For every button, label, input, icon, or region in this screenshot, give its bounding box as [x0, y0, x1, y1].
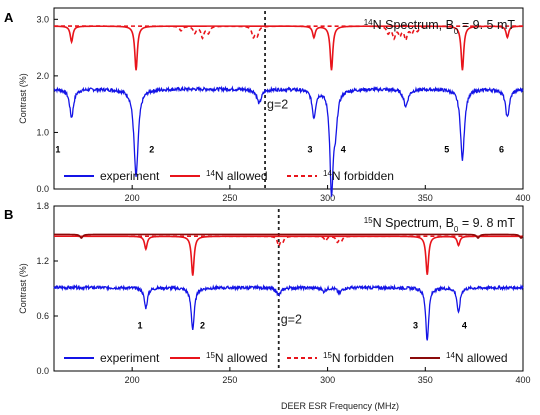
title-text: N Spectrum, B [373, 216, 454, 230]
peak-label: 3 [413, 320, 418, 330]
panel-title: 14N Spectrum, B0 = 9. 5 mT [364, 18, 516, 36]
y-tick-label: 3.0 [36, 14, 49, 24]
peak-label: 6 [499, 144, 504, 154]
title-isotope: 15 [364, 216, 373, 225]
series-experiment-line [53, 283, 524, 341]
x-tick-label: 300 [320, 375, 335, 385]
title-field: = 9. 5 mT [458, 18, 515, 32]
legend-entry-experiment: experiment [100, 169, 160, 183]
peak-label: 2 [200, 320, 205, 330]
legend-text: experiment [100, 351, 160, 365]
title-subscript: 0 [454, 27, 459, 36]
peak-label: 5 [444, 144, 449, 154]
peak-label: 1 [137, 320, 142, 330]
y-tick-label: 1.2 [36, 256, 49, 266]
x-tick-label: 300 [320, 193, 335, 203]
peak-label: 4 [462, 320, 467, 330]
series-n14allowed-line [54, 233, 524, 240]
title-isotope: 14 [364, 18, 373, 27]
y-tick-label: 0.6 [36, 311, 49, 321]
g2-label: g=2 [281, 312, 302, 326]
legend-text: N allowed [215, 169, 268, 183]
panel-label: A [4, 10, 14, 25]
legend-entry-allowed: 14N allowed [206, 169, 268, 184]
legend-isotope: 14 [206, 169, 215, 178]
series-allowed-line [54, 235, 523, 276]
legend-entry-forbidden: 15N forbidden [323, 351, 394, 366]
legend-text: N forbidden [332, 351, 394, 365]
peak-label: 1 [55, 144, 60, 154]
x-tick-label: 250 [222, 375, 237, 385]
legend-text: N forbidden [332, 169, 394, 183]
legend-isotope: 14 [323, 169, 332, 178]
legend-isotope: 14 [446, 351, 455, 360]
x-tick-label: 350 [418, 193, 433, 203]
y-axis-label: Contrast (%) [18, 263, 28, 314]
x-tick-label: 400 [515, 375, 530, 385]
panel-b: B 0.0 0.6 1.2 1.8 200 250 300 350 400 Contrast (%)… [4, 201, 531, 385]
series-allowed-line [53, 25, 523, 71]
plot-frame [53, 205, 524, 372]
x-tick-label: 250 [222, 193, 237, 203]
title-field: = 9. 8 mT [458, 216, 515, 230]
y-tick-label: 1.0 [36, 127, 49, 137]
y-tick-label: 2.0 [36, 71, 49, 81]
title-subscript: 0 [454, 225, 459, 234]
g2-label: g=2 [267, 98, 288, 112]
legend-text: N allowed [215, 351, 268, 365]
legend-entry-forbidden: 14N forbidden [323, 169, 394, 184]
legend-entry-experiment: experiment [100, 351, 160, 365]
panel-label: B [4, 207, 13, 222]
y-tick-label: 0.0 [36, 184, 49, 194]
y-tick-label: 0.0 [36, 366, 49, 376]
peak-label: 2 [149, 144, 154, 154]
plot-frame [53, 7, 524, 190]
y-tick-label: 1.8 [36, 201, 49, 211]
series-forbidden-line [54, 235, 523, 248]
panel-title: 15N Spectrum, B0 = 9. 8 mT [364, 216, 516, 234]
legend-isotope: 15 [323, 351, 332, 360]
y-axis-label: Contrast (%) [18, 73, 28, 124]
peak-label: 3 [307, 144, 312, 154]
series-forbidden-line [54, 25, 523, 42]
peak-label: 4 [341, 144, 346, 154]
x-tick-label: 200 [125, 375, 140, 385]
legend-text: experiment [100, 169, 160, 183]
legend-isotope: 15 [206, 351, 215, 360]
series-experiment-line [53, 85, 524, 197]
legend-entry-n14allowed: 14N allowed [446, 351, 508, 366]
x-axis-label: DEER ESR Frequency (MHz) [281, 401, 399, 411]
legend-entry-allowed: 15N allowed [206, 351, 268, 366]
x-tick-label: 400 [515, 193, 530, 203]
title-text: N Spectrum, B [373, 18, 454, 32]
legend-text: N allowed [455, 351, 508, 365]
x-tick-label: 350 [418, 375, 433, 385]
x-tick-label: 200 [125, 193, 140, 203]
